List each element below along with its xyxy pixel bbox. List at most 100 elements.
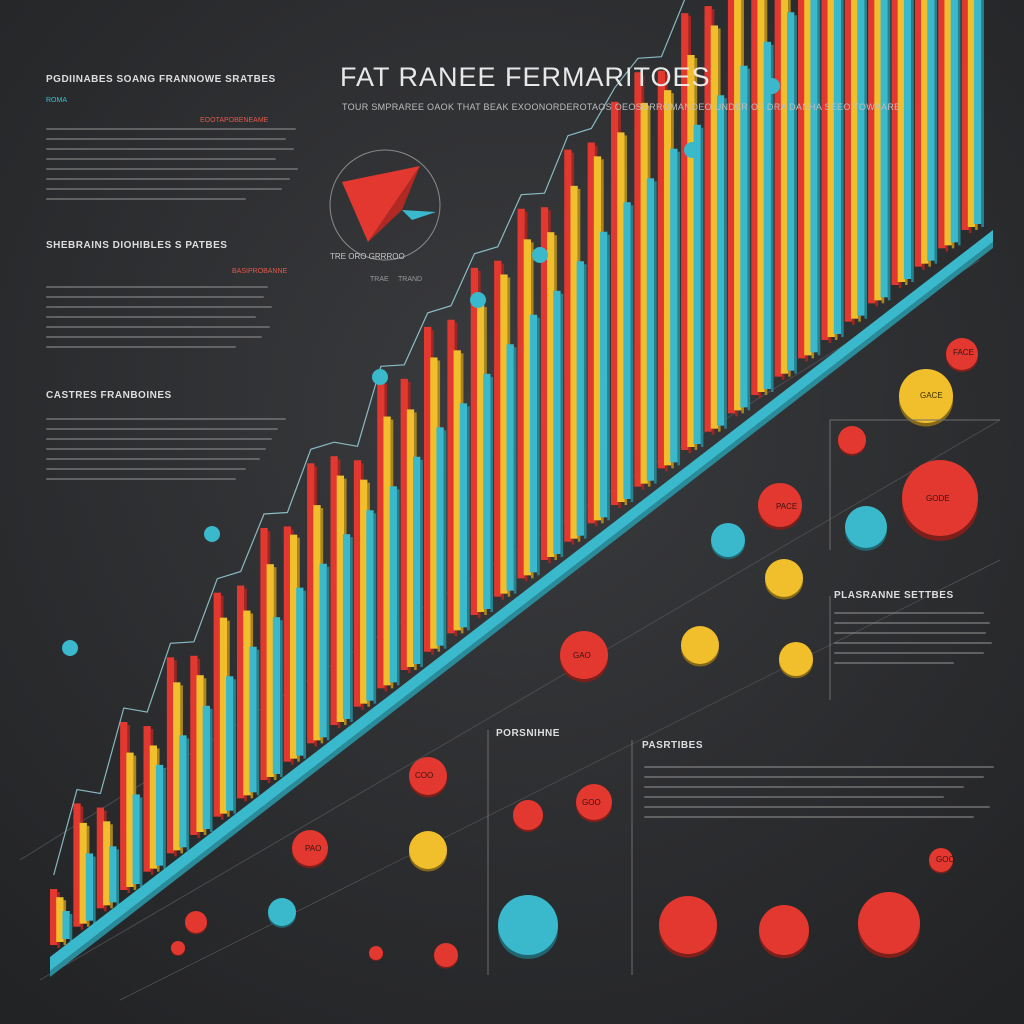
bar-s0-c35 [868, 0, 876, 304]
bar-side-s2-c29 [747, 68, 751, 411]
bar-s1-c6 [196, 675, 204, 832]
bar-s0-c7 [213, 592, 221, 817]
bar-s1-c29 [734, 0, 742, 411]
bubble-18 [171, 941, 185, 955]
bar-side-s2-c37 [934, 0, 938, 264]
page-subtitle: TOUR SMPRAREE OAOK THAT BEAK EXOONORDERO… [342, 102, 901, 112]
bar-side-s2-c10 [303, 590, 307, 759]
page-title: FAT RANEE FERMARITOES [340, 62, 711, 92]
bar-s1-c1 [79, 822, 87, 924]
bar-s2-c6 [202, 705, 210, 829]
bar-side-s2-c5 [186, 738, 190, 851]
compass-ring [329, 149, 441, 261]
trend-dot-5 [684, 142, 700, 158]
bar-s2-c28 [716, 95, 725, 426]
baseline-ribbon [50, 230, 993, 971]
bar-side-s2-c38 [957, 0, 961, 246]
bar-s0-c15 [400, 378, 408, 670]
bar-s0-c18 [470, 267, 479, 615]
compass-sub-2: TRAND [398, 276, 423, 283]
bar-side-s2-c22 [583, 264, 587, 539]
bar-s0-c28 [704, 6, 712, 432]
trend-dot-3 [470, 292, 486, 308]
bar-s1-c19 [500, 274, 508, 594]
right-text-block-1 [834, 612, 994, 672]
sidebar-text-block-1 [46, 128, 298, 208]
bar-s1-c31 [780, 0, 789, 374]
sidebar-sub-teal-1: ROMA [46, 97, 67, 104]
lower-heading-2: PASRTIBES [642, 740, 703, 751]
bar-s2-c7 [226, 676, 234, 811]
bar-s0-c36 [891, 0, 899, 286]
bar-s1-c3 [126, 752, 134, 887]
bar-side-s2-c4 [163, 767, 166, 869]
bar-s1-c32 [804, 0, 812, 356]
bar-side-s2-c32 [817, 0, 821, 356]
compass-pointer [402, 210, 436, 220]
bubble-6 [711, 523, 745, 557]
bar-s0-c30 [751, 0, 759, 395]
bubble-24 [858, 892, 920, 954]
bar-side-s2-c28 [724, 98, 727, 429]
bar-side-s2-c6 [209, 708, 213, 832]
bar-s1-c15 [406, 409, 415, 667]
bar-side-s2-c25 [654, 181, 657, 484]
bubble-2 [838, 426, 866, 454]
bar-s0-c17 [447, 319, 455, 634]
bar-s1-c4 [149, 745, 158, 869]
bar-side-s2-c19 [513, 347, 517, 594]
trend-line [53, 0, 686, 876]
bar-s1-c23 [593, 156, 602, 521]
bar-s1-c22 [570, 185, 578, 539]
bar-s1-c26 [663, 90, 672, 466]
bar-side-s2-c9 [280, 620, 283, 777]
bar-s1-c7 [219, 617, 228, 814]
bar-s2-c4 [155, 764, 164, 866]
bar-s0-c9 [260, 528, 268, 780]
sidebar-heading-1: PGDIINABES SOANG FRANNOWE SRATBES [46, 74, 276, 85]
bar-s0-c1 [73, 803, 81, 927]
bar-s2-c14 [389, 486, 397, 683]
bar-s2-c24 [623, 202, 631, 499]
bar-s0-c26 [657, 70, 666, 469]
bubble-23 [759, 905, 809, 955]
bar-s1-c0 [56, 897, 64, 942]
bar-s1-c28 [710, 25, 719, 429]
bar-s2-c9 [272, 617, 281, 774]
bar-s1-c37 [921, 0, 929, 264]
bar-s1-c5 [173, 682, 181, 851]
bar-s0-c6 [190, 655, 198, 835]
compass-graphic [329, 149, 441, 261]
bar-s1-c13 [360, 479, 368, 704]
bar-s2-c37 [927, 0, 935, 261]
bubble-14 [409, 831, 447, 869]
bubble-label-2: GACE [920, 391, 943, 400]
bar-s1-c35 [874, 0, 882, 301]
bar-side-s2-c36 [911, 0, 914, 283]
bar-s0-c0 [50, 889, 58, 945]
bar-s0-c39 [961, 0, 969, 230]
compass-arrow [342, 166, 420, 242]
trend-dot-6 [764, 78, 780, 94]
bar-s2-c18 [483, 373, 491, 609]
bar-side-s2-c2 [116, 849, 120, 906]
bar-side-s2-c20 [537, 317, 540, 576]
baseline-ribbon-edge [50, 242, 993, 977]
bar-side-s2-c17 [467, 406, 470, 631]
bar-s0-c13 [353, 460, 362, 707]
sidebar-sub-red-2: BASIPROBANNE [232, 268, 288, 275]
bar-s0-c38 [938, 0, 946, 249]
bar-s2-c5 [179, 735, 187, 848]
bubble-5 [758, 483, 802, 527]
bubble-3 [902, 460, 978, 536]
bar-s1-c16 [430, 357, 438, 649]
bar-side-s2-c35 [887, 0, 891, 301]
bar-s0-c20 [517, 208, 525, 579]
sidebar-heading-2: SHEBRAINS DIOHIBLES S PATBES [46, 240, 228, 251]
bar-side-s2-c15 [420, 459, 423, 667]
bar-s2-c32 [810, 0, 818, 353]
bar-side-s2-c1 [93, 856, 96, 924]
bar-s2-c13 [366, 510, 374, 701]
bar-s0-c12 [330, 456, 338, 725]
bar-side-s2-c33 [841, 0, 844, 337]
